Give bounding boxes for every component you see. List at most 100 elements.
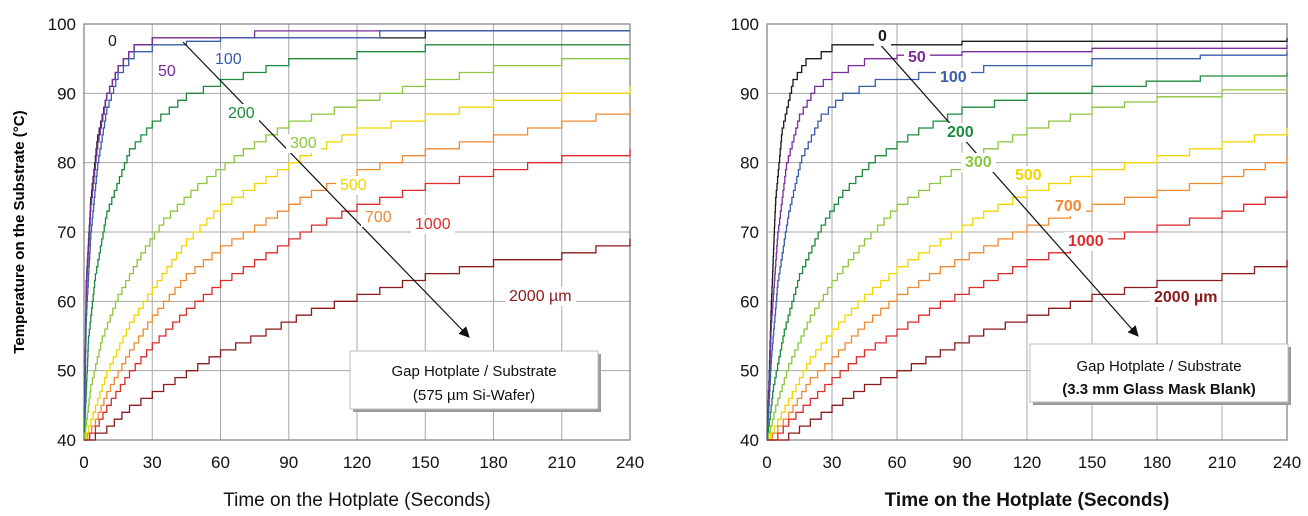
series-label-text: 200 (947, 124, 974, 141)
series-label-2: 100 (936, 68, 971, 87)
series-label-text: 300 (290, 135, 317, 152)
annotation-box: Gap Hotplate / Substrate (575 µm Si-Wafer… (349, 350, 601, 412)
series-label-bg (505, 287, 576, 306)
series-label-bg (411, 215, 455, 234)
y-tick-label: 50 (740, 362, 759, 381)
series-label-text: 0 (108, 33, 117, 50)
x-tick-label: 30 (823, 453, 842, 472)
y-tick-label: 40 (740, 431, 759, 450)
x-tick-label: 150 (411, 453, 439, 472)
series-label-text: 50 (158, 63, 176, 80)
x-tick-label: 60 (888, 453, 907, 472)
series-line-4 (767, 86, 1288, 441)
series-label-2: 100 (211, 50, 246, 69)
series-label-5: 500 (336, 176, 371, 195)
y-tick-label: 70 (740, 223, 759, 242)
series-label-bg (286, 134, 321, 153)
y-tick-label: 90 (740, 84, 759, 103)
series-label-bg (874, 27, 891, 46)
x-axis-label: Time on the Hotplate (Seconds) (223, 490, 491, 511)
x-tick-label: 210 (1208, 453, 1236, 472)
x-tick-label: 180 (1143, 453, 1171, 472)
x-tick-label: 90 (953, 453, 972, 472)
series-label-text: 1000 (1068, 233, 1104, 250)
series-label-4: 300 (286, 134, 321, 153)
series-line-4 (84, 58, 630, 441)
series-label-bg (1011, 166, 1046, 185)
annotation-box: Gap Hotplate / Substrate (3.3 mm Glass Ma… (1029, 343, 1291, 405)
series-label-bg (336, 176, 371, 195)
series-label-7: 1000 (411, 215, 455, 234)
series-label-text: 500 (340, 177, 367, 194)
x-tick-label: 240 (1273, 453, 1301, 472)
series-label-text: 0 (878, 28, 887, 45)
x-tick-label: 90 (279, 453, 298, 472)
chart-right: 40 50 60 70 80 90 100 0 30 60 90 120 150 180 210 240 Tim… (690, 0, 1308, 516)
series-label-bg (211, 50, 246, 69)
x-tick-label: 120 (343, 453, 371, 472)
series-label-text: 50 (908, 49, 926, 66)
plot-frame (766, 23, 1288, 441)
series-label-text: 100 (215, 51, 242, 68)
annotation-line-0: Gap Hotplate / Substrate (1076, 358, 1241, 375)
series-line-7 (84, 148, 631, 441)
series-label-8: 2000 µm (505, 287, 576, 306)
annotation-line-0: Gap Hotplate / Substrate (391, 363, 556, 380)
series-line-5 (767, 128, 1288, 441)
chart-left: 40 50 60 70 80 90 100 0 30 60 90 120 150 180 210 240 Tim… (11, 15, 644, 511)
series-label-bg (936, 68, 971, 87)
annotation-line-1: (3.3 mm Glass Mask Blank) (1062, 381, 1255, 398)
series-label-text: 2000 µm (1154, 289, 1217, 306)
annotation-frame (349, 350, 599, 410)
series-line-2 (83, 30, 630, 441)
x-tick-label: 180 (479, 453, 507, 472)
plot-frame (83, 23, 631, 441)
series-group (83, 30, 631, 441)
y-axis-label: Temperature on the Substrate (°C) (11, 110, 28, 353)
series-label-text: 500 (1015, 167, 1042, 184)
series-label-bg (1051, 197, 1086, 216)
y-tick-label: 50 (57, 362, 76, 381)
series-line-6 (84, 107, 631, 441)
series-label-bg (1150, 288, 1221, 307)
y-tick-label: 80 (740, 154, 759, 173)
series-label-bg (943, 123, 978, 142)
series-label-text: 700 (365, 209, 392, 226)
y-tick-label: 60 (57, 292, 76, 311)
trend-arrow (182, 41, 470, 338)
series-label-0: 0 (874, 27, 891, 46)
series-label-8: 2000 µm (1150, 288, 1221, 307)
series-line-8 (84, 238, 631, 441)
y-tick-label: 60 (740, 292, 759, 311)
y-tick-label: 80 (57, 154, 76, 173)
series-line-2 (766, 51, 1288, 441)
series-line-1 (766, 44, 1288, 441)
annotation-frame (1029, 343, 1289, 403)
series-label-0: 0 (104, 32, 121, 51)
x-tick-label: 240 (616, 453, 644, 472)
series-label-bg (904, 48, 930, 67)
series-line-8 (767, 259, 1288, 441)
series-label-text: 700 (1055, 198, 1082, 215)
x-tick-label: 150 (1078, 453, 1106, 472)
series-label-3: 200 (224, 104, 259, 123)
series-label-bg (1064, 232, 1108, 251)
series-label-3: 200 (943, 123, 978, 142)
y-tick-label: 40 (57, 431, 76, 450)
series-group (766, 37, 1288, 441)
trend-arrow (877, 41, 1139, 337)
series-line-3 (83, 44, 630, 441)
series-label-text: 2000 µm (509, 288, 572, 305)
series-label-1: 50 (904, 48, 930, 67)
series-label-1: 50 (154, 62, 180, 81)
x-tick-label: 60 (211, 453, 230, 472)
y-tick-label: 70 (57, 223, 76, 242)
x-tick-label: 0 (79, 453, 88, 472)
series-label-bg (961, 153, 996, 172)
series-label-bg (224, 104, 259, 123)
series-label-5: 500 (1011, 166, 1046, 185)
series-line-3 (767, 72, 1288, 441)
series-label-7: 1000 (1064, 232, 1108, 251)
